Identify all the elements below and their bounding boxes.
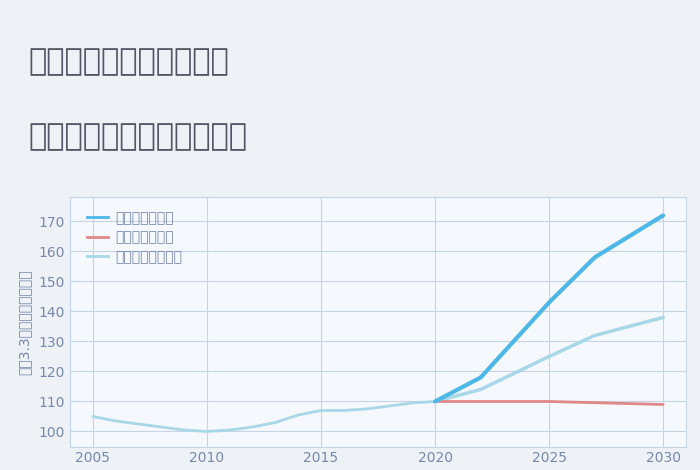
Text: 中古マンションの価格推移: 中古マンションの価格推移 [28,122,247,151]
Legend: グッドシナリオ, バッドシナリオ, ノーマルシナリオ: グッドシナリオ, バッドシナリオ, ノーマルシナリオ [83,207,186,268]
Y-axis label: 坪（3.3㎡）単価（万円）: 坪（3.3㎡）単価（万円） [18,269,32,375]
Text: 兵庫県宝塚市下佐曽利の: 兵庫県宝塚市下佐曽利の [28,47,229,76]
